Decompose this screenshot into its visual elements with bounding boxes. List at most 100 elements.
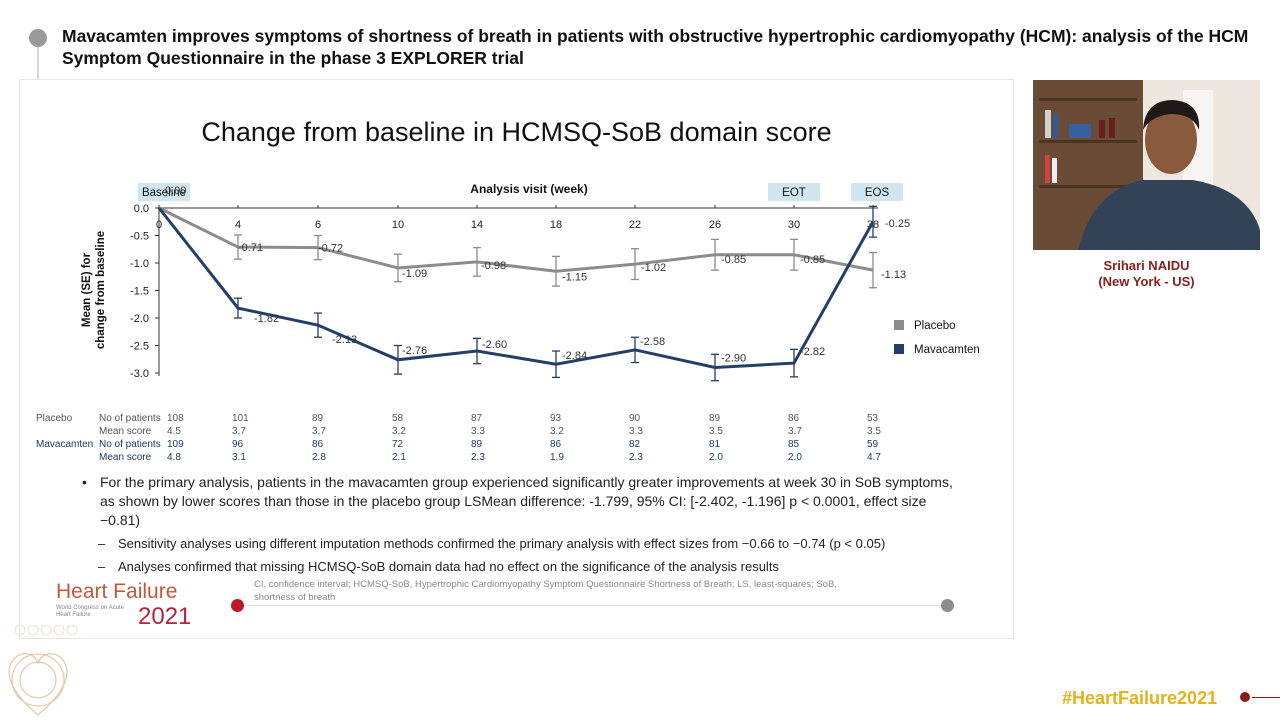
data-label: -1.13 (881, 269, 906, 281)
visit-badge-label: EOT (782, 187, 806, 199)
header-divider (37, 47, 39, 80)
legend-swatch (894, 344, 904, 354)
table-cell: 4.5 (167, 426, 181, 437)
line-chart: 0.0 -0.5 -1.0 -1.5 -2.0 -2.5 -3.0 0 4 6 10 14 18 22 26… (36, 182, 980, 463)
video-progress-track[interactable] (238, 605, 948, 606)
data-label: -1.09 (402, 268, 427, 280)
logo-year: 2021 (138, 603, 192, 630)
speaker-caption: Srihari NAIDU (New York - US) (1033, 258, 1260, 290)
table-cell: 89 (709, 413, 721, 424)
table-cell: 3.1 (232, 452, 246, 463)
table-row-label: Mean score (99, 426, 152, 437)
logo-tagline: World Congress on Acute Heart Failure (56, 605, 124, 618)
legend-swatch (894, 320, 904, 330)
hashtag-dot (1240, 692, 1250, 702)
x-tick-label: 30 (788, 219, 800, 231)
y-tick-label: -2.0 (130, 313, 149, 325)
y-tick-label: -0.5 (130, 231, 149, 243)
table-cell: 4.7 (867, 452, 881, 463)
table-cell: 59 (867, 439, 879, 450)
data-label: -2.60 (482, 339, 507, 351)
table-group-mavacamten: Mavacamten (36, 439, 93, 450)
event-hashtag: #HeartFailure2021 (1062, 688, 1218, 708)
table-cell: 2.3 (629, 452, 643, 463)
speaker-video-frame (1033, 80, 1260, 250)
data-label: -0.25 (885, 218, 910, 230)
logo-heart-failure: Heart Failure (56, 580, 178, 603)
table-cell: 58 (392, 413, 404, 424)
data-label: -0.85 (721, 254, 746, 266)
table-cell: 86 (788, 413, 800, 424)
table-cell: 81 (709, 439, 721, 450)
data-label: -1.02 (641, 262, 666, 274)
series-line-placebo (158, 206, 874, 273)
table-cell: 90 (629, 413, 641, 424)
table-cell: 2.3 (471, 452, 485, 463)
table-row-label: Mean score (99, 452, 152, 463)
x-tick-label: 22 (629, 219, 641, 231)
heart-emblem-icon (8, 625, 78, 716)
table-cell: 2.0 (709, 452, 723, 463)
visit-badge (768, 183, 820, 201)
slide: Change from baseline in HCMSQ-SoB domain… (20, 80, 1013, 638)
table-cell: 72 (392, 439, 404, 450)
legend-label: Placebo (914, 320, 956, 332)
visit-badge-label: Baseline (142, 187, 186, 199)
table-cell: 3.7 (788, 426, 802, 437)
slide-title: Change from baseline in HCMSQ-SoB domain… (201, 117, 832, 147)
header-bar: Mavacamten improves symptoms of shortnes… (0, 0, 1280, 80)
x-tick-label: 18 (550, 219, 562, 231)
x-tick-label: 26 (709, 219, 721, 231)
table-cell: 86 (550, 439, 562, 450)
table-cell: 3.3 (471, 426, 485, 437)
sub-bullet-sensitivity: Sensitivity analyses using different imp… (80, 534, 960, 553)
table-cell: 3.5 (709, 426, 723, 437)
table-cell: 85 (788, 439, 800, 450)
data-label: -2.76 (402, 345, 427, 357)
table-cell: 93 (550, 413, 562, 424)
data-label: -2.82 (800, 346, 825, 358)
table-cell: 101 (232, 413, 249, 424)
y-tick-label: -1.5 (130, 286, 149, 298)
visit-badge (851, 183, 903, 201)
table-cell: 82 (629, 439, 641, 450)
table-cell: 3.7 (232, 426, 246, 437)
table-cell: 3.2 (550, 426, 564, 437)
table-row-label: No of patients (99, 413, 161, 424)
y-tick-label: -2.5 (130, 341, 149, 353)
table-cell: 2.1 (392, 452, 406, 463)
header-dot (29, 29, 47, 47)
table-cell: 1.9 (550, 452, 564, 463)
data-label: -1.82 (254, 313, 279, 325)
data-label: -2.84 (562, 350, 587, 362)
table-group-placebo: Placebo (36, 413, 73, 424)
table-cell: 86 (312, 439, 324, 450)
table-cell: 96 (232, 439, 244, 450)
visit-badge-label: EOS (865, 187, 890, 199)
x-tick-label: 6 (315, 219, 321, 231)
sub-bullet-missing-data: Analyses confirmed that missing HCMSQ-So… (80, 557, 960, 576)
table-cell: 3.3 (629, 426, 643, 437)
visit-badge (138, 183, 190, 201)
congress-logo: Heart Failure World Congress on Acute He… (56, 580, 216, 630)
footnote: CI, confidence interval; HCMSQ-SoB, Hype… (254, 579, 837, 603)
y-tick-label: -3.0 (130, 368, 149, 380)
table-cell: 3.7 (312, 426, 326, 437)
table-cell: 4.8 (167, 452, 181, 463)
y-axis-label: Mean (SE) for change from baseline (81, 231, 107, 349)
table-cell: 3.5 (867, 426, 881, 437)
table-cell: 53 (867, 413, 879, 424)
x-tick-label: 14 (471, 219, 483, 231)
progress-start-marker[interactable] (231, 599, 244, 612)
table-cell: 109 (167, 439, 184, 450)
data-label: 0.00 (165, 185, 186, 197)
speaker-location: (New York - US) (1098, 274, 1195, 289)
legend-label: Mavacamten (914, 344, 980, 356)
table-cell: 87 (471, 413, 483, 424)
table-cell: 2.8 (312, 452, 326, 463)
y-tick-label: -1.0 (130, 258, 149, 270)
table-cell: 3.2 (392, 426, 406, 437)
progress-end-marker[interactable] (941, 599, 954, 612)
presentation-title: Mavacamten improves symptoms of shortnes… (62, 26, 1249, 68)
data-label: -0.72 (318, 243, 343, 255)
